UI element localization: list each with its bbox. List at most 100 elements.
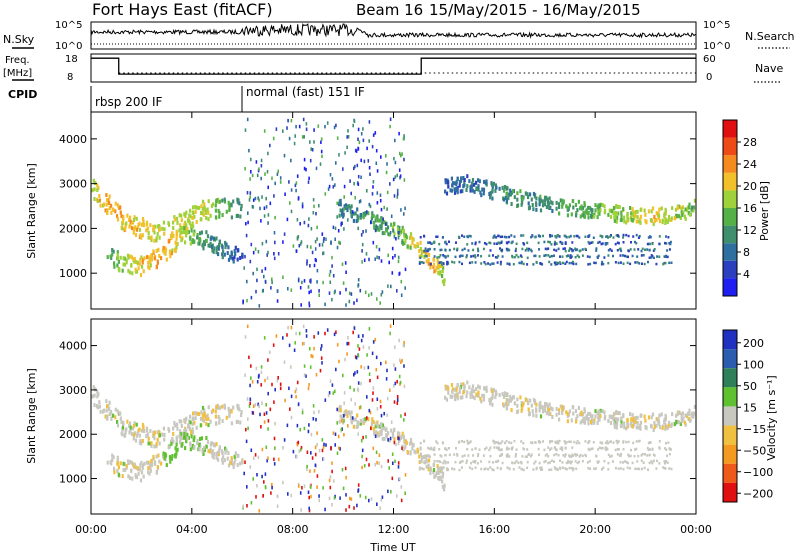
power-pixel-1424 — [531, 235, 534, 238]
velocity-pixel-553 — [443, 483, 446, 488]
power-pixel-540 — [387, 225, 390, 230]
velocity-pixel-1260 — [303, 341, 305, 346]
power-pixel-1581 — [633, 248, 636, 251]
velocity-pixel-1229 — [360, 438, 363, 443]
power-pixel-1813 — [468, 261, 471, 265]
power-pixel-461 — [374, 218, 377, 223]
power-pixel-1064 — [329, 173, 332, 177]
velocity-pixel-1487 — [597, 448, 600, 451]
power-pixel-899 — [484, 180, 487, 185]
power-pixel-591 — [346, 208, 349, 213]
velocity-pixel-1669 — [480, 460, 483, 463]
velocity-pixel-171 — [230, 421, 233, 426]
velocity-colorbar-seg-8 — [723, 482, 737, 502]
power-pixel-313 — [193, 229, 196, 234]
velocity-pixel-367 — [218, 448, 221, 453]
power-pixel-518 — [392, 228, 395, 233]
velocity-pixel-1656 — [640, 454, 643, 457]
velocity-pixel-1463 — [542, 440, 544, 443]
power-pixel-1337 — [398, 231, 400, 235]
velocity-pixel-1212 — [306, 464, 308, 469]
power-pixel-115 — [227, 200, 230, 205]
velocity-pixel-1696 — [465, 459, 468, 462]
velocity-pixel-1290 — [338, 359, 340, 364]
velocity-pixel-1310 — [294, 341, 296, 345]
velocity-pixel-520 — [409, 451, 412, 456]
velocity-pixel-828 — [633, 422, 636, 427]
power-pixel-1611 — [595, 249, 598, 252]
power-pixel-1549 — [617, 241, 620, 245]
power-pixel-892 — [680, 206, 683, 211]
power-pixel-302 — [128, 270, 132, 275]
velocity-pixel-1835 — [526, 466, 529, 470]
velocity-pixel-1132 — [400, 414, 402, 418]
velocity-pixel-980 — [302, 324, 305, 329]
velocity-pixel-661 — [551, 415, 554, 419]
velocity-pixel-519 — [406, 450, 409, 454]
velocity-pixel-1317 — [277, 376, 279, 380]
velocity-pixel-969 — [535, 402, 538, 407]
velocity-pixel-130 — [174, 423, 177, 428]
power-pixel-588 — [375, 226, 378, 231]
velocity-pixel-184 — [140, 441, 143, 446]
power-pixel-830 — [644, 212, 647, 217]
velocity-colorbar-tick-label-2: 50 — [743, 380, 757, 393]
power-pixel-1233 — [267, 221, 269, 225]
power-pixel-1099 — [287, 287, 289, 291]
velocity-pixel-1179 — [375, 450, 378, 455]
velocity-pixel-125 — [173, 421, 176, 425]
power-pixel-428 — [196, 235, 199, 240]
power-pixel-1222 — [361, 242, 364, 247]
power-pixel-1626 — [571, 249, 574, 253]
velocity-pixel-1182 — [387, 438, 389, 442]
power-pixel-1403 — [625, 233, 628, 237]
velocity-pixel-1440 — [537, 440, 540, 443]
power-pixel-1231 — [398, 271, 401, 276]
power-pixel-373 — [123, 256, 126, 261]
velocity-pixel-1484 — [601, 446, 604, 450]
velocity-pixel-945 — [657, 419, 660, 424]
power-pixel-984 — [267, 151, 269, 156]
velocity-pixel-1773 — [619, 467, 622, 470]
velocity-pixel-978 — [356, 503, 358, 508]
power-pixel-1300 — [276, 299, 279, 303]
power-pixel-1346 — [353, 119, 356, 123]
power-pixel-1688 — [519, 254, 522, 257]
velocity-pixel-1627 — [557, 454, 560, 457]
power-pixel-694 — [538, 202, 541, 207]
power-pixel-105 — [125, 221, 128, 226]
velocity-pixel-781 — [652, 428, 655, 432]
velocity-pixel-10 — [163, 437, 166, 442]
velocity-pixel-301 — [174, 446, 177, 451]
power-pixel-1759 — [492, 262, 495, 265]
velocity-pixel-1799 — [647, 468, 649, 471]
power-pixel-659 — [461, 189, 464, 194]
power-pixel-150 — [240, 203, 243, 208]
power-pixel-961 — [585, 208, 588, 213]
velocity-pixel-820 — [491, 402, 494, 407]
velocity-pixel-1614 — [425, 454, 428, 458]
power-pixel-181 — [180, 213, 183, 218]
velocity-pixel-282 — [147, 460, 150, 465]
power-pixel-38 — [92, 178, 95, 183]
velocity-pixel-801 — [471, 384, 475, 389]
velocity-pixel-1514 — [438, 448, 441, 451]
power-pixel-1170 — [361, 260, 363, 264]
velocity-pixel-374 — [164, 453, 168, 458]
velocity-pixel-1087 — [322, 486, 324, 490]
power-pixel-793 — [558, 205, 561, 209]
velocity-pixel-389 — [179, 439, 182, 444]
velocity-pixel-1638 — [423, 455, 426, 458]
velocity-pixel-436 — [354, 417, 357, 422]
power-pixel-296 — [149, 263, 152, 268]
power-pixel-1560 — [669, 240, 672, 244]
velocity-pixel-1762 — [572, 468, 575, 472]
power-pixel-1654 — [427, 248, 430, 251]
power-pixel-443 — [380, 222, 383, 227]
power-pixel-855 — [535, 203, 538, 207]
velocity-pixel-347 — [171, 454, 174, 458]
power-pixel-903 — [603, 204, 606, 209]
power-pixel-148 — [239, 214, 242, 219]
power-pixel-528 — [345, 203, 348, 208]
velocity-pixel-823 — [533, 400, 536, 405]
